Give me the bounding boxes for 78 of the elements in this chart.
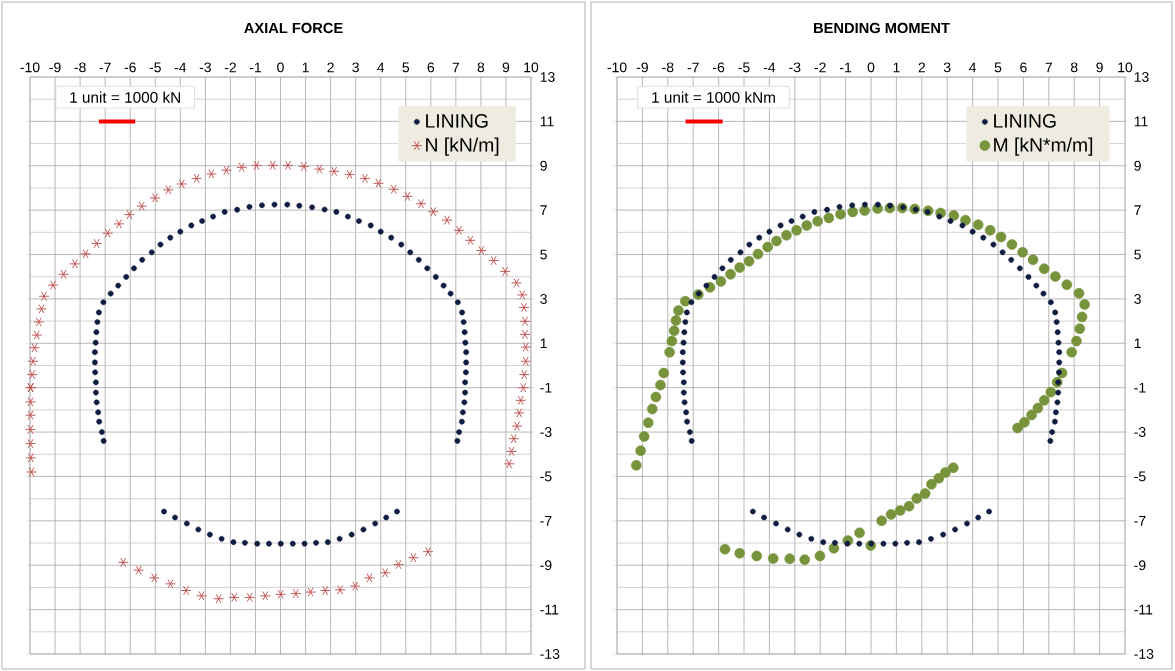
annotation: 1 unit = 1000 kNm xyxy=(652,91,775,103)
legend-label: M [kN*m/m] xyxy=(994,137,1093,156)
y-tick-label: -7 xyxy=(540,516,552,526)
y-tick-label: 1 xyxy=(1134,338,1141,349)
x-tick-label: 4 xyxy=(377,62,385,73)
x-tick-label: 5 xyxy=(402,62,410,73)
x-tick-label: -2 xyxy=(224,62,236,73)
x-tick-label: -1 xyxy=(249,62,261,73)
legend-label: LINING xyxy=(426,114,488,128)
y-tick-label: 11 xyxy=(1134,116,1148,127)
y-tick-label: -5 xyxy=(540,471,552,482)
x-tick-label: -7 xyxy=(687,62,699,73)
x-tick-label: -8 xyxy=(662,62,674,73)
x-tick-label: 1 xyxy=(302,62,309,73)
x-tick-label: -10 xyxy=(607,62,627,73)
x-tick-label: 9 xyxy=(1096,62,1103,73)
x-tick-label: 6 xyxy=(427,62,435,73)
x-tick-label: -6 xyxy=(713,62,725,73)
x-tick-label: -9 xyxy=(49,62,61,73)
x-tick-label: 2 xyxy=(327,62,334,73)
x-tick-label: -5 xyxy=(738,62,750,73)
x-tick-label: 8 xyxy=(477,62,485,73)
annotation: 1 unit = 1000 kN xyxy=(70,91,180,103)
x-tick-label: 8 xyxy=(1070,62,1078,73)
x-tick-label: 1 xyxy=(893,62,900,73)
x-tick-label: -7 xyxy=(99,62,111,73)
x-tick-label: 0 xyxy=(277,62,284,73)
y-tick-label: 9 xyxy=(1134,160,1141,171)
chart-title: AXIAL FORCE xyxy=(244,22,343,34)
x-tick-label: 6 xyxy=(1020,62,1027,73)
y-tick-label: -3 xyxy=(540,427,552,438)
x-tick-label: 7 xyxy=(1045,62,1052,73)
x-tick-label: -3 xyxy=(199,62,211,73)
x-tick-label: 0 xyxy=(867,62,875,73)
y-tick-label: -9 xyxy=(1134,560,1146,571)
x-tick-label: -6 xyxy=(124,62,136,73)
y-tick-label: -11 xyxy=(540,604,559,615)
x-tick-label: 10 xyxy=(1118,62,1133,73)
x-tick-label: -9 xyxy=(636,62,648,73)
y-tick-label: -1 xyxy=(540,382,552,393)
x-tick-label: 9 xyxy=(502,62,510,73)
y-tick-label: -9 xyxy=(540,560,552,571)
y-tick-label: 5 xyxy=(1134,249,1141,260)
y-tick-label: 7 xyxy=(1134,205,1141,215)
y-tick-label: -11 xyxy=(1134,604,1153,615)
x-tick-label: -4 xyxy=(763,62,776,73)
x-tick-label: -4 xyxy=(174,62,187,73)
y-tick-label: 3 xyxy=(540,293,547,304)
x-tick-label: -10 xyxy=(20,62,40,73)
x-tick-label: -1 xyxy=(840,62,852,73)
y-tick-label: 11 xyxy=(540,116,554,127)
x-tick-label: 4 xyxy=(969,62,977,73)
x-tick-label: -5 xyxy=(149,62,161,73)
x-tick-label: 5 xyxy=(994,62,1002,73)
x-tick-label: 7 xyxy=(452,62,460,73)
x-tick-label: 3 xyxy=(352,62,359,73)
y-tick-label: -1 xyxy=(1134,382,1146,393)
legend-label: LINING xyxy=(994,114,1056,128)
y-tick-label: -13 xyxy=(1134,649,1154,659)
y-tick-label: 9 xyxy=(540,160,547,171)
chart-title: BENDING MOMENT xyxy=(814,22,950,34)
x-tick-label: -2 xyxy=(814,62,826,73)
y-tick-label: 13 xyxy=(1134,72,1149,82)
y-tick-label: -3 xyxy=(1134,427,1146,438)
x-tick-label: 2 xyxy=(918,62,925,73)
y-tick-label: -5 xyxy=(1134,471,1146,482)
x-tick-label: -8 xyxy=(74,62,86,73)
y-tick-label: 13 xyxy=(540,72,555,82)
y-tick-label: 3 xyxy=(1134,293,1141,304)
x-tick-label: 10 xyxy=(524,62,539,73)
y-tick-label: 7 xyxy=(540,205,547,215)
x-tick-label: 3 xyxy=(943,62,951,73)
y-tick-label: -13 xyxy=(540,649,560,659)
y-tick-label: 5 xyxy=(540,249,547,260)
x-tick-label: -3 xyxy=(789,62,801,73)
y-tick-label: 1 xyxy=(540,338,547,349)
y-tick-label: -7 xyxy=(1134,516,1146,526)
legend-label: N [kN/m] xyxy=(426,137,499,156)
